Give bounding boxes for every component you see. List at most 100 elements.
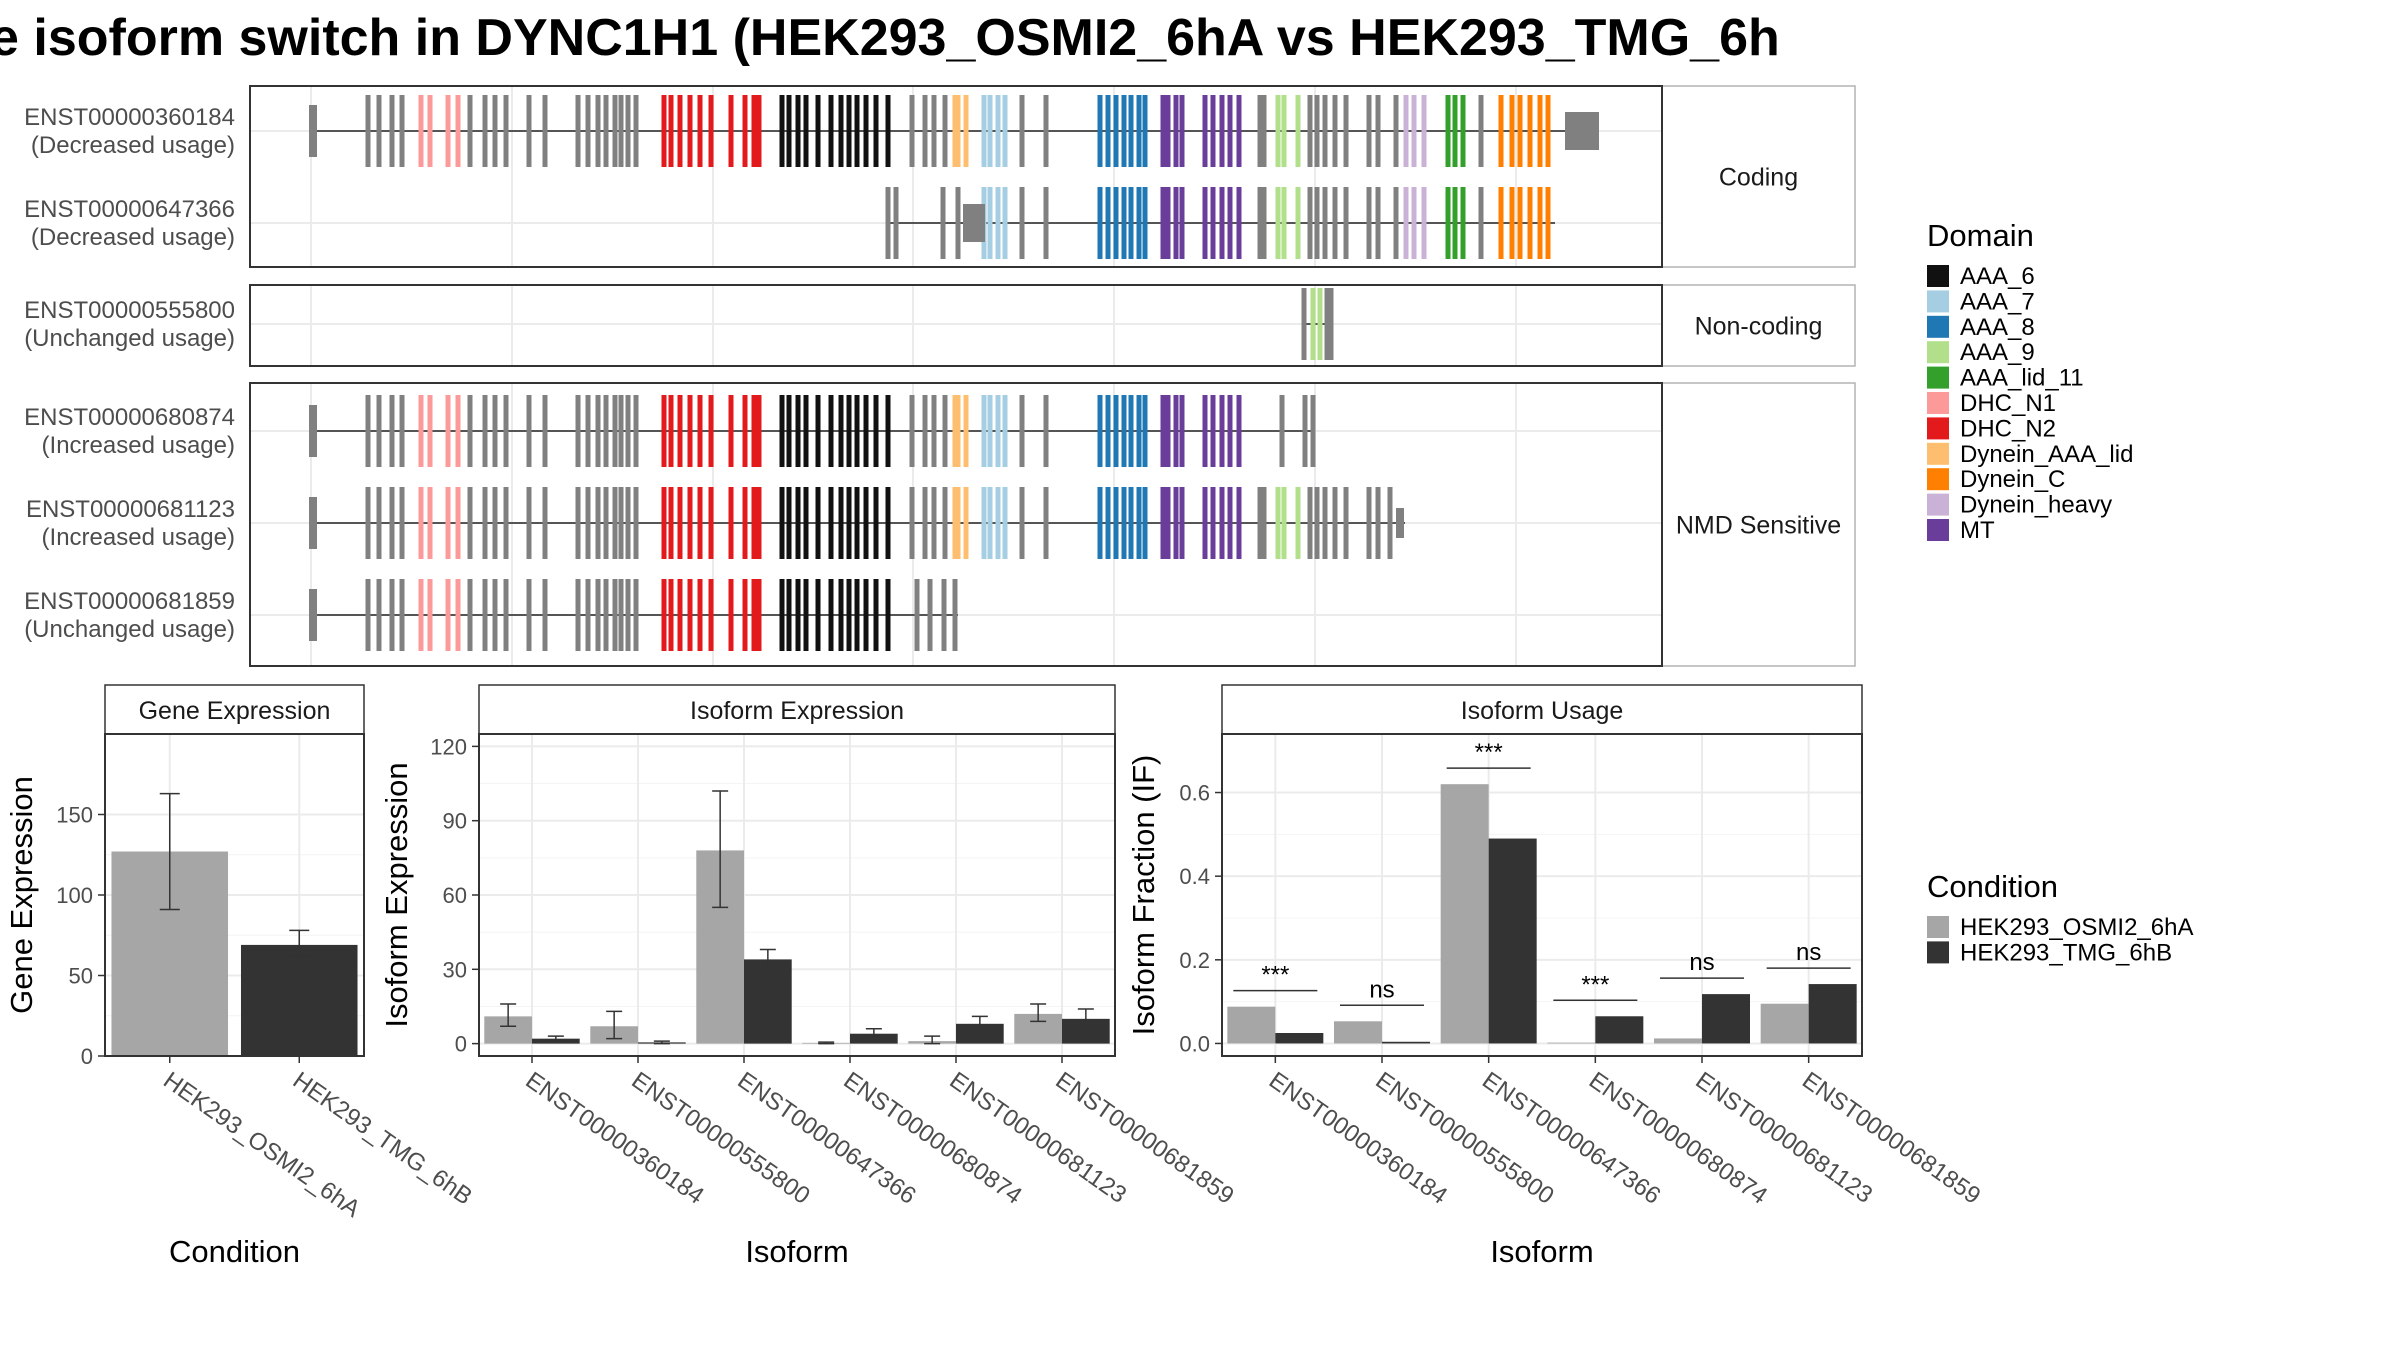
exon: [995, 95, 1001, 167]
exon: [863, 579, 869, 651]
exon: [987, 395, 993, 467]
legend-key-aaa_7: [1927, 290, 1949, 313]
panel-border: [1221, 733, 1863, 1057]
exon: [795, 579, 801, 651]
exon: [863, 95, 869, 167]
facet-panel-border: [249, 382, 1663, 667]
transcript-usage-label: (Decreased usage): [31, 132, 235, 159]
exon: [1019, 395, 1025, 467]
exon: [661, 487, 667, 559]
exon: [455, 395, 461, 467]
exon: [575, 487, 581, 559]
exon: [1202, 187, 1208, 259]
exon: [885, 187, 891, 259]
facet-panel-border: [249, 284, 1663, 367]
exon: [677, 395, 683, 467]
exon: [595, 487, 601, 559]
exon: [492, 579, 498, 651]
domain-legend: Domain AAA_6AAA_7AAA_8AAA_9AAA_lid_11DHC…: [1927, 218, 2133, 544]
exon: [803, 487, 809, 559]
exon: [708, 95, 714, 167]
x-tick-label: ENST00000360184: [521, 1067, 709, 1210]
exon: [779, 579, 785, 651]
exon: [846, 95, 852, 167]
exon: [1324, 288, 1330, 360]
exon: [1019, 95, 1025, 167]
exon: [995, 187, 1001, 259]
exon: [1332, 187, 1338, 259]
exon: [542, 487, 548, 559]
y-tick-label: 0: [81, 1044, 93, 1069]
utr-block: [1396, 508, 1404, 538]
legend-key-dynein_c: [1927, 468, 1949, 491]
exon: [1142, 95, 1148, 167]
exon: [697, 487, 703, 559]
exon: [1257, 187, 1263, 259]
figure-title: e isoform switch in DYNC1H1 (HEK293_OSMI…: [0, 9, 1780, 67]
exon: [1279, 395, 1285, 467]
exon: [981, 487, 987, 559]
exon: [1275, 95, 1281, 167]
exon: [1219, 395, 1225, 467]
exon: [526, 487, 532, 559]
significance-label: ***: [1581, 971, 1609, 998]
exon: [952, 579, 958, 651]
transcript-usage-label: (Unchanged usage): [24, 325, 235, 352]
legend-key-dynein_aaa_lid: [1927, 442, 1949, 465]
exon: [1545, 95, 1551, 167]
exon: [846, 487, 852, 559]
exon: [1421, 95, 1427, 167]
exon: [1527, 187, 1533, 259]
exon: [1445, 95, 1451, 167]
panel-strip: [104, 684, 365, 735]
exon: [1179, 487, 1185, 559]
transcript-id-label: ENST00000360184: [24, 104, 235, 131]
exon: [1537, 187, 1543, 259]
exon: [1210, 487, 1216, 559]
exon: [909, 487, 915, 559]
exon: [625, 395, 631, 467]
exon: [1219, 187, 1225, 259]
bar-panel: Isoform Usage *** ns *** *** ns ns 0.0 0.2 0.4 0.6…: [1126, 684, 1985, 1269]
exon: [987, 187, 993, 259]
utr-block: [309, 105, 317, 157]
exon: [828, 395, 834, 467]
exon: [756, 95, 762, 167]
bar: [240, 944, 358, 1056]
exon: [931, 95, 937, 167]
exon: [1165, 187, 1171, 259]
exon: [697, 395, 703, 467]
exon: [1227, 95, 1233, 167]
exon: [1295, 487, 1301, 559]
expression-bar-panels: Gene Expression050100150HEK293_OSMI2_6hA…: [4, 684, 1985, 1269]
exon: [542, 579, 548, 651]
exon: [595, 395, 601, 467]
bar: [1595, 1016, 1644, 1044]
exon: [893, 187, 899, 259]
exon: [751, 487, 757, 559]
exon: [922, 487, 928, 559]
exon: [952, 95, 958, 167]
significance-label: ***: [1475, 739, 1503, 766]
exon: [1227, 395, 1233, 467]
condition-legend-title: Condition: [1927, 869, 2058, 904]
exon: [1219, 487, 1225, 559]
exon: [1227, 187, 1233, 259]
legend-label: AAA_6: [1960, 263, 2035, 290]
y-tick-label: 90: [443, 809, 467, 834]
exon: [1295, 95, 1301, 167]
exon: [1173, 187, 1179, 259]
bar-panel: Isoform Expression 0 30 60 90 120 ENST00000360…: [379, 684, 1239, 1269]
x-tick-label: ENST00000681859: [1797, 1067, 1985, 1210]
exon: [677, 487, 683, 559]
exon: [612, 95, 618, 167]
exon: [885, 487, 891, 559]
exon: [633, 579, 639, 651]
exon: [863, 487, 869, 559]
exon: [838, 95, 844, 167]
exon: [526, 579, 532, 651]
exon: [1105, 187, 1111, 259]
y-axis-title: Gene Expression: [4, 776, 39, 1014]
legend-label: AAA_8: [1960, 314, 2035, 341]
exon: [618, 395, 624, 467]
